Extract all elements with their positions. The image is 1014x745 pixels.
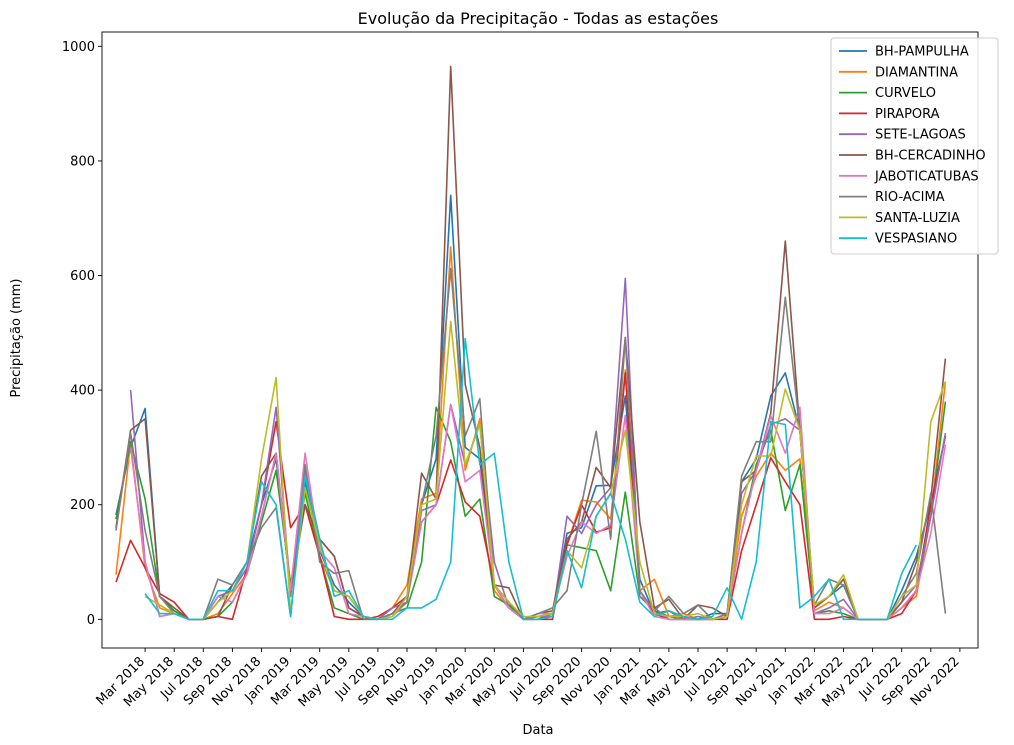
series-line-diamantina [115,246,947,621]
axes-frame [101,31,979,649]
legend-label-bh-cercadinho: BH-CERCADINHO [875,149,986,164]
y-tick-label: 400 [70,384,95,399]
legend: BH-PAMPULHA DIAMANTINA CURVELO PIRAPORA SETE… [830,37,999,255]
y-axis-title: Precipitação (mm) [9,278,24,397]
legend-label-bh-pampulha: BH-PAMPULHA [875,45,969,60]
series-line-bh-cercadinho [115,65,947,621]
legend-label-santa-luzia: SANTA-LUZIA [875,211,960,226]
series-line-santa-luzia [144,320,947,621]
x-axis-title: Data [522,723,553,738]
y-tick-label: 800 [70,154,95,169]
legend-label-sete-lagoas: SETE-LAGOAS [875,128,966,143]
legend-label-vespasiano: VESPASIANO [875,232,957,247]
y-tick-label: 200 [70,498,95,513]
y-tick-label: 600 [70,269,95,284]
legend-label-curvelo: CURVELO [875,86,936,101]
legend-label-diamantina: DIAMANTINA [875,65,958,80]
series-line-vespasiano [144,337,918,621]
y-tick-label: 1000 [62,40,95,55]
legend-box [830,37,999,255]
legend-label-jaboticatubas: JABOTICATUBAS [874,169,979,184]
legend-label-rio-acima: RIO-ACIMA [875,190,945,205]
legend-label-pirapora: PIRAPORA [875,107,940,122]
y-tick-label: 0 [87,613,95,628]
series-line-rio-acima [115,267,947,621]
series-line-sete-lagoas [129,277,947,621]
chart-title: Evolução da Precipitação - Todas as esta… [358,9,719,28]
series-line-bh-pampulha [115,194,947,621]
